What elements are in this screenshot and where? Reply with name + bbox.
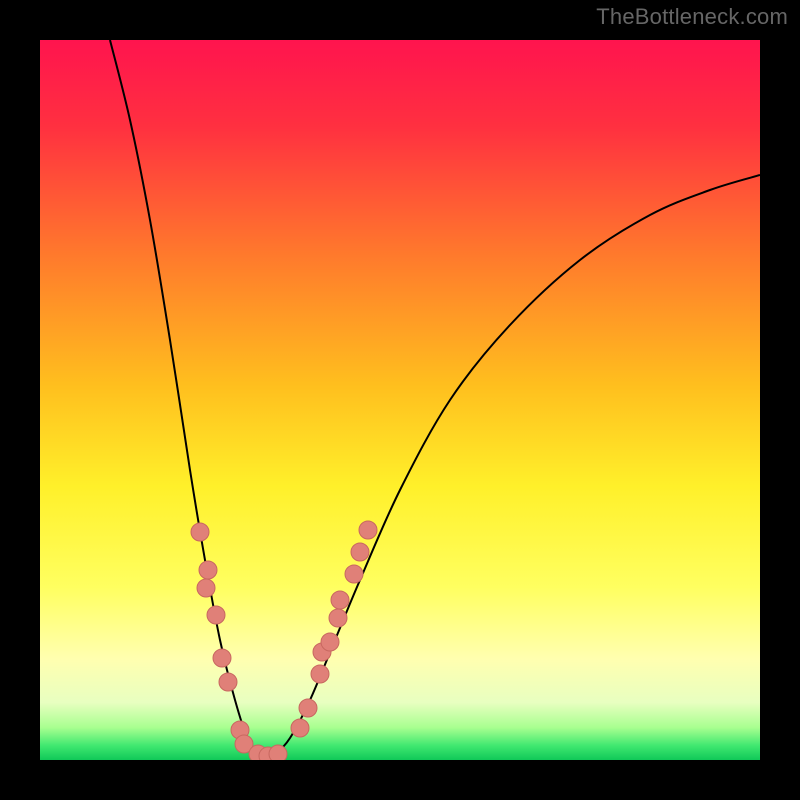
marker-dot: [197, 579, 215, 597]
marker-dot: [359, 521, 377, 539]
plot-area: [40, 40, 760, 760]
marker-dot: [219, 673, 237, 691]
marker-dot: [199, 561, 217, 579]
watermark-label: TheBottleneck.com: [596, 4, 788, 30]
marker-dot: [345, 565, 363, 583]
marker-dot: [207, 606, 225, 624]
marker-dot: [321, 633, 339, 651]
marker-dot: [351, 543, 369, 561]
marker-dot: [191, 523, 209, 541]
chart-svg: [40, 40, 760, 760]
marker-dot: [291, 719, 309, 737]
marker-dot: [299, 699, 317, 717]
marker-dot: [311, 665, 329, 683]
marker-dot: [213, 649, 231, 667]
marker-dot: [269, 745, 287, 760]
gradient-background: [40, 40, 760, 760]
marker-dot: [331, 591, 349, 609]
marker-dot: [329, 609, 347, 627]
